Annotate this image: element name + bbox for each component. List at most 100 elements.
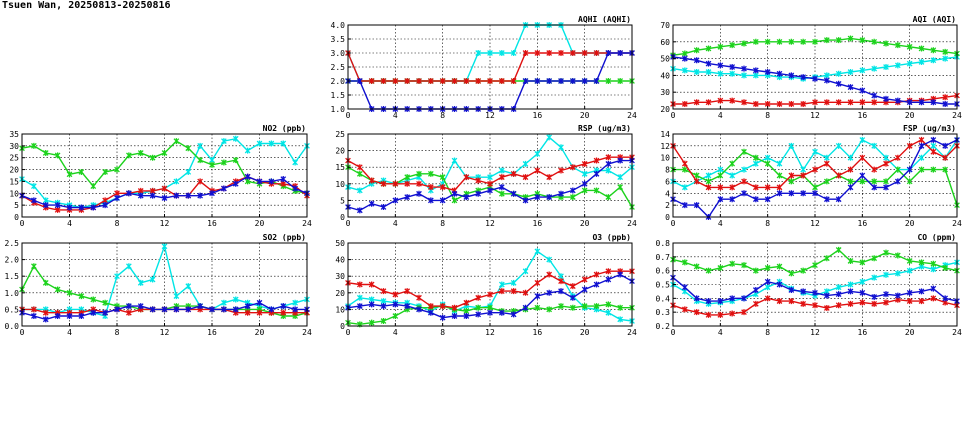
data-point [729,172,736,179]
data-point [451,197,458,204]
series-co-2 [670,295,960,318]
data-point [705,172,712,179]
data-point [681,184,688,191]
data-point [942,94,949,101]
data-point [232,135,239,142]
data-point [475,78,482,84]
data-point [883,64,889,70]
data-point [451,313,458,320]
x-tick-label: 20 [255,328,265,337]
chart-aqi: 20 30 40 50 60 70 0 4 8 12 16 20 24 AQI (AQI) [660,15,962,120]
data-point [800,190,807,197]
data-point [522,197,529,204]
data-point [729,196,736,203]
data-point [54,152,61,159]
x-tick-label: 12 [810,111,820,120]
data-point [871,274,878,281]
chart-o3: 0 10 20 30 40 50 0 4 8 12 16 20 24 O3 (ppb) [335,233,637,337]
data-point [149,192,156,199]
data-point [292,306,298,313]
data-point [906,166,913,173]
y-tick-label: 30 [335,272,345,281]
data-point [581,78,588,84]
data-point [534,78,541,84]
data-point [800,300,807,307]
data-point [717,97,724,104]
data-point [871,293,878,300]
data-point [593,78,600,84]
data-point [859,99,866,106]
data-point [498,309,505,316]
x-tick-label: 12 [485,219,495,228]
data-point [717,166,724,173]
data-point [764,284,771,291]
data-point [823,178,830,185]
data-point [894,154,901,161]
data-point [823,255,830,262]
data-point [764,160,771,167]
data-point [776,70,783,77]
data-point [534,279,541,286]
data-point [114,195,120,202]
y-tick-label: 3.0 [331,49,346,58]
y-tick-label: 4.0 [331,21,346,30]
chart-title: CO (ppm) [917,233,956,242]
data-point [221,159,227,166]
data-point [617,304,624,311]
data-point [232,296,239,303]
data-point [487,180,493,187]
data-point [871,92,878,99]
data-point [764,278,771,285]
data-point [185,168,192,175]
data-point [439,303,446,310]
y-tick-label: 4 [665,189,670,198]
y-tick-label: 20 [660,105,670,114]
data-point [102,309,108,316]
data-point [510,170,517,177]
data-point [859,278,866,285]
data-point [717,43,724,50]
y-tick-label: 0.3 [656,308,671,317]
data-point [356,207,363,214]
y-tick-label: 3.5 [331,35,346,44]
data-point [764,38,771,45]
data-point [835,142,842,149]
data-point [617,78,624,84]
data-point [605,268,612,275]
data-point [681,67,688,74]
data-point [161,149,168,156]
data-point [835,291,842,298]
x-tick-label: 24 [302,219,312,228]
y-tick-label: 10 [335,305,345,314]
data-point [546,174,553,181]
data-point [823,160,830,167]
data-point [31,306,37,313]
data-point [894,97,901,104]
data-point [292,159,298,166]
data-point [546,289,553,296]
data-point [522,289,529,296]
data-point [42,149,49,156]
data-point [510,288,517,295]
data-point [173,293,180,300]
data-point [534,150,541,157]
series-rsp-3 [345,157,635,214]
data-point [823,154,830,161]
data-point [788,287,795,294]
data-point [871,184,878,191]
x-tick-label: 24 [627,219,637,228]
data-point [883,40,889,47]
data-point [581,303,588,310]
data-point [232,306,239,313]
y-tick-label: 35 [9,130,19,139]
x-tick-label: 4 [718,219,723,228]
y-tick-label: 2 [665,201,670,210]
data-point [522,160,529,167]
y-tick-label: 2.0 [331,77,346,86]
data-point [823,77,830,84]
data-point [185,306,192,313]
data-point [416,294,422,301]
x-tick-label: 16 [533,219,543,228]
x-tick-label: 0 [20,328,25,337]
